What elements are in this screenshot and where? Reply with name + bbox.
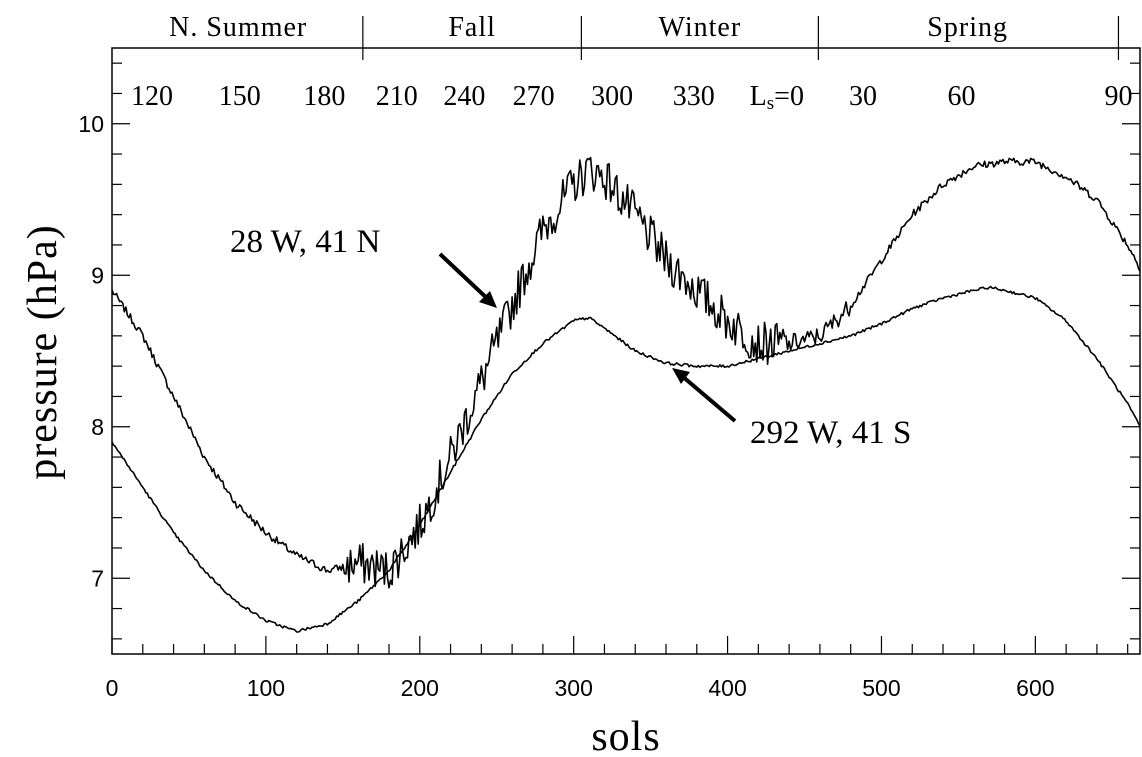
- y-tick-label: 8: [91, 414, 104, 440]
- y-tick-labels: 7 8 9 10: [78, 111, 104, 592]
- season-label: Fall: [448, 12, 496, 43]
- season-label: N. Summer: [169, 12, 307, 43]
- ls-label: 180: [303, 81, 345, 112]
- plot-area-border: [111, 47, 1141, 655]
- ls-label: 300: [591, 81, 633, 112]
- annotation-arrow: [438, 252, 493, 304]
- arrowhead: [672, 368, 690, 384]
- ls-label: 60: [947, 81, 975, 112]
- ls-label: Ls=0: [750, 81, 804, 114]
- x-tick-label: 100: [247, 675, 285, 701]
- x-tick-label: 600: [1016, 675, 1054, 701]
- ls-label: 270: [513, 81, 555, 112]
- ls-labels: 120 150 180 210 240 270 300 330 Ls=0 30 60 90: [131, 81, 1132, 114]
- annotation-label: 28 W, 41 N: [230, 224, 381, 260]
- ls-label: 120: [131, 81, 173, 112]
- season-label: Spring: [927, 12, 1008, 43]
- chart-frame: [111, 47, 1141, 655]
- ls-label: 240: [443, 81, 485, 112]
- x-axis-title: sols: [591, 714, 660, 757]
- y-tick-label: 7: [91, 565, 104, 591]
- annotations: 28 W, 41 N 292 W, 41 S: [230, 224, 911, 451]
- ls-label: 210: [376, 81, 418, 112]
- y-axis-title: pressure (hPa): [20, 224, 66, 479]
- series-line-292w-41s: [111, 285, 1141, 633]
- x-tick-label: 500: [862, 675, 900, 701]
- season-labels: N. Summer Fall Winter Spring: [169, 12, 1120, 60]
- x-tick-label: 400: [708, 675, 746, 701]
- x-tick-label: 300: [554, 675, 592, 701]
- y-tick-label: 9: [91, 262, 104, 288]
- ls-label: 150: [219, 81, 261, 112]
- ls-label: 30: [849, 81, 877, 112]
- arrowhead: [479, 291, 497, 308]
- x-tick-label: 200: [401, 675, 439, 701]
- ls-label: 90: [1104, 81, 1132, 112]
- ls-label: 330: [673, 81, 715, 112]
- y-tick-label: 10: [78, 111, 104, 137]
- series-line-28w-41n: [111, 156, 1141, 589]
- x-tick-label: 0: [106, 675, 119, 701]
- season-label: Winter: [659, 12, 742, 43]
- annotation-label: 292 W, 41 S: [750, 415, 911, 451]
- series-lines: [111, 156, 1141, 633]
- axis-ticks: [111, 62, 1140, 654]
- annotation-arrow: [680, 374, 737, 423]
- x-tick-labels: 0 100 200 300 400 500 600: [106, 675, 1055, 701]
